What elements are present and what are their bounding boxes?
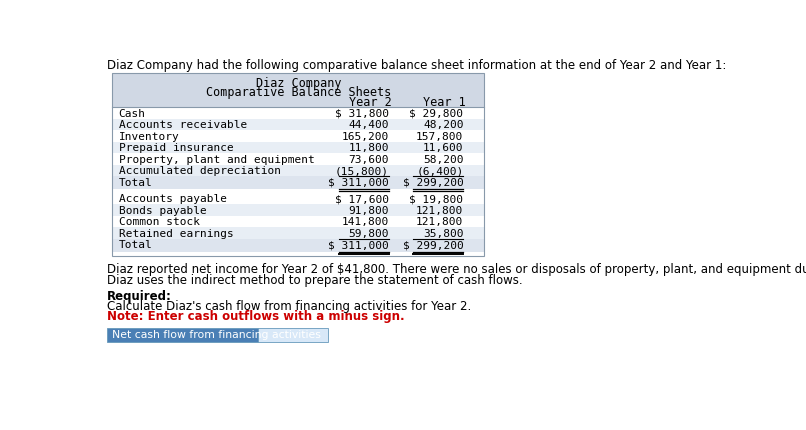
Text: Accounts payable: Accounts payable [118,194,226,204]
Text: (6,400): (6,400) [416,166,463,176]
Text: Required:: Required: [107,289,172,303]
Text: Property, plant and equipment: Property, plant and equipment [118,155,314,165]
FancyBboxPatch shape [112,227,484,239]
Text: 121,800: 121,800 [416,217,463,227]
Text: 73,600: 73,600 [348,155,389,165]
Text: 165,200: 165,200 [342,132,389,141]
Text: Cash: Cash [118,109,146,119]
Text: Calculate Diaz's cash flow from financing activities for Year 2.: Calculate Diaz's cash flow from financin… [107,300,472,313]
Text: Net cash flow from financing activities: Net cash flow from financing activities [111,330,321,340]
Text: Year 1: Year 1 [423,96,466,109]
Text: 141,800: 141,800 [342,217,389,227]
FancyBboxPatch shape [112,204,484,215]
Text: Common stock: Common stock [118,217,200,227]
Text: 35,800: 35,800 [423,229,463,239]
Text: Retained earnings: Retained earnings [118,229,233,239]
Text: $ 19,800: $ 19,800 [409,194,463,204]
Text: Total: Total [118,240,152,250]
Text: Prepaid insurance: Prepaid insurance [118,143,233,153]
FancyBboxPatch shape [112,193,484,204]
FancyBboxPatch shape [112,153,484,165]
FancyBboxPatch shape [112,239,484,252]
Text: 58,200: 58,200 [423,155,463,165]
Text: Diaz Company had the following comparative balance sheet information at the end : Diaz Company had the following comparati… [107,59,726,72]
FancyBboxPatch shape [112,130,484,142]
Text: Accounts receivable: Accounts receivable [118,120,247,130]
FancyBboxPatch shape [107,328,258,342]
Text: (15,800): (15,800) [335,166,389,176]
Text: Diaz Company: Diaz Company [256,77,341,90]
Text: Year 2: Year 2 [349,96,392,109]
FancyBboxPatch shape [112,165,484,176]
Text: 48,200: 48,200 [423,120,463,130]
Text: 44,400: 44,400 [348,120,389,130]
FancyBboxPatch shape [112,215,484,227]
Text: Comparative Balance Sheets: Comparative Balance Sheets [206,86,391,99]
Text: 11,600: 11,600 [423,143,463,153]
Text: Bonds payable: Bonds payable [118,206,206,215]
Text: $ 29,800: $ 29,800 [409,109,463,119]
Text: 11,800: 11,800 [348,143,389,153]
Text: $ 31,800: $ 31,800 [335,109,389,119]
FancyBboxPatch shape [112,176,484,190]
Text: Diaz reported net income for Year 2 of $41,800. There were no sales or disposals: Diaz reported net income for Year 2 of $… [107,263,806,276]
Text: $ 311,000: $ 311,000 [328,178,389,188]
FancyBboxPatch shape [112,142,484,153]
Text: Accumulated depreciation: Accumulated depreciation [118,166,280,176]
FancyBboxPatch shape [112,119,484,130]
Text: $ 311,000: $ 311,000 [328,240,389,250]
Text: 121,800: 121,800 [416,206,463,215]
FancyBboxPatch shape [112,107,484,119]
Text: Total: Total [118,178,152,188]
FancyBboxPatch shape [112,73,484,107]
Text: Note: Enter cash outflows with a minus sign.: Note: Enter cash outflows with a minus s… [107,310,405,323]
Text: $ 299,200: $ 299,200 [403,240,463,250]
Text: 91,800: 91,800 [348,206,389,215]
Text: $ 299,200: $ 299,200 [403,178,463,188]
Text: 157,800: 157,800 [416,132,463,141]
Text: 59,800: 59,800 [348,229,389,239]
FancyBboxPatch shape [258,328,328,342]
Text: Inventory: Inventory [118,132,179,141]
Text: $ 17,600: $ 17,600 [335,194,389,204]
Text: Diaz uses the indirect method to prepare the statement of cash flows.: Diaz uses the indirect method to prepare… [107,274,522,287]
